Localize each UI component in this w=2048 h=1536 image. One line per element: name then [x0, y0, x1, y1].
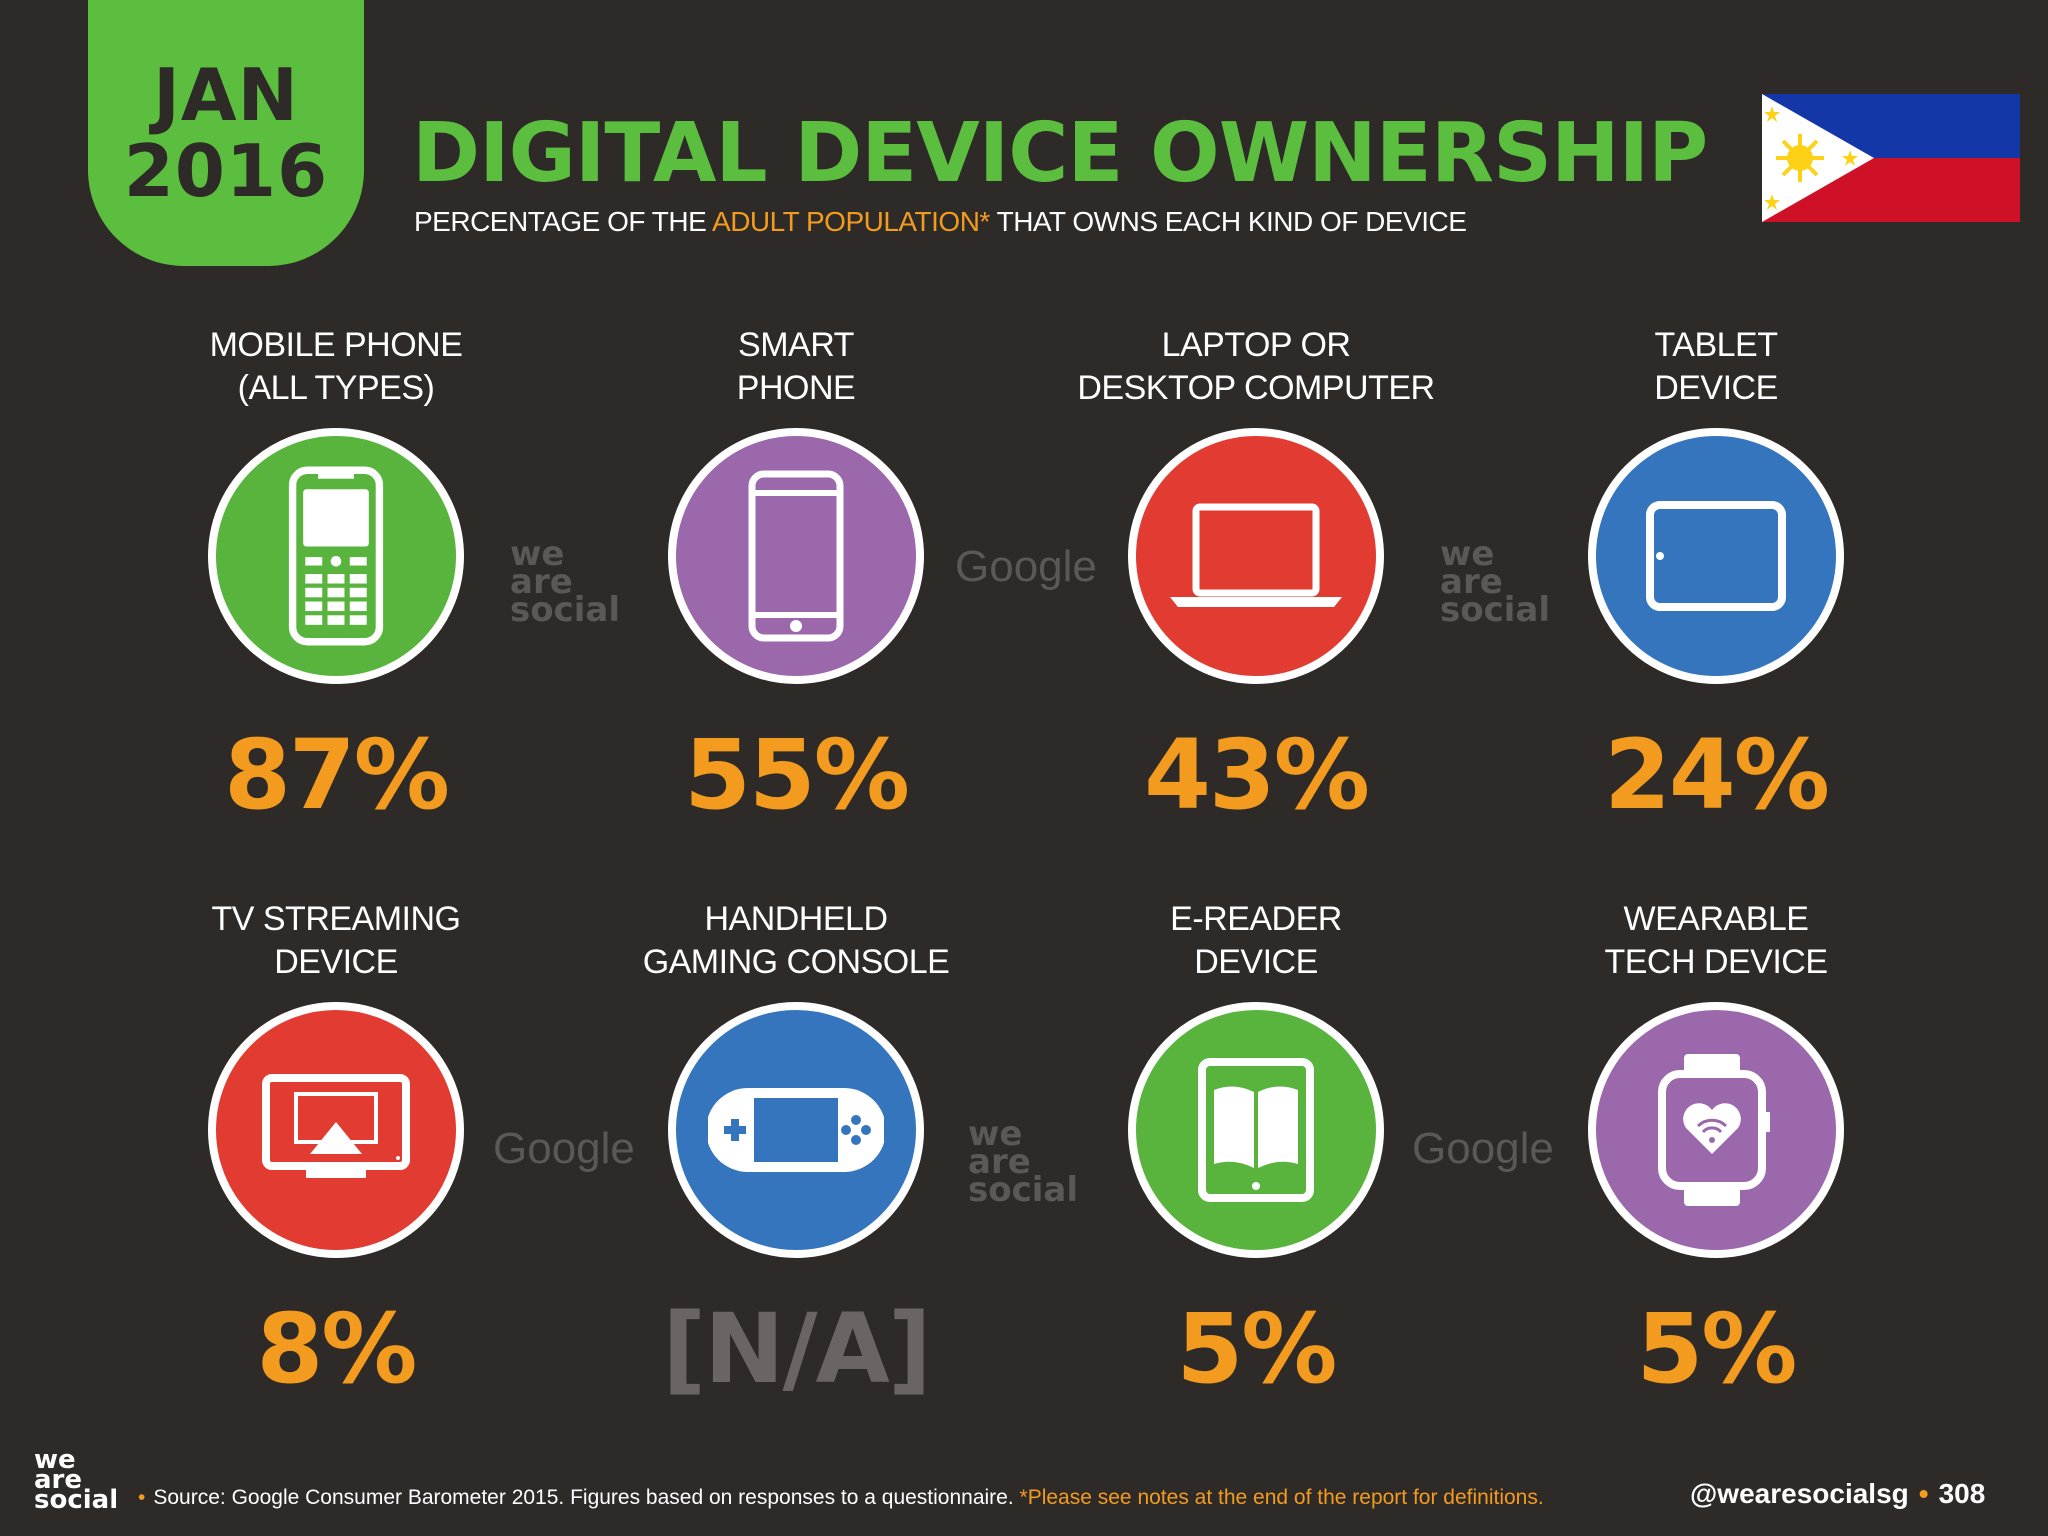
- device-circle: [668, 428, 924, 684]
- date-year: 2016: [123, 129, 329, 213]
- device-card-mobile-phone: MOBILE PHONE (ALL TYPES) 87%: [106, 324, 566, 884]
- device-circle: [208, 1002, 464, 1258]
- tablet-icon: [1646, 501, 1786, 611]
- device-value: 8%: [256, 1293, 418, 1405]
- google-watermark: Google: [955, 542, 1097, 591]
- source-text: Source: Google Consumer Barometer 2015. …: [153, 1486, 1020, 1509]
- google-watermark: Google: [1412, 1124, 1554, 1173]
- source-asterisk-note: *Please see notes at the end of the repo…: [1019, 1486, 1544, 1509]
- device-card-tv-streaming: TV STREAMING DEVICE 8%: [106, 898, 566, 1458]
- smartphone-icon: [748, 470, 844, 642]
- device-circle: [1128, 428, 1384, 684]
- page-number: 308: [1938, 1478, 1986, 1509]
- device-value: 43%: [1144, 719, 1370, 831]
- device-card-e-reader: E-READER DEVICE 5%: [1026, 898, 1486, 1458]
- date-month: JAN: [153, 53, 299, 137]
- wearesocial-watermark: we are social: [1440, 534, 1551, 630]
- device-circle: [668, 1002, 924, 1258]
- google-watermark: Google: [493, 1124, 635, 1173]
- e-reader-icon: [1198, 1058, 1314, 1202]
- source-note: • Source: Google Consumer Barometer 2015.…: [138, 1486, 1544, 1510]
- page-subtitle: PERCENTAGE OF THE ADULT POPULATION* THAT…: [414, 206, 1467, 238]
- device-value: 5%: [1636, 1293, 1798, 1405]
- device-label: E-READER DEVICE: [1170, 900, 1342, 981]
- device-label: MOBILE PHONE (ALL TYPES): [209, 326, 463, 407]
- device-card-smartphone: SMART PHONE 55%: [566, 324, 1026, 884]
- wearesocial-watermark: we are social: [968, 1114, 1079, 1210]
- social-handle: @wearesocialsg: [1690, 1478, 1909, 1509]
- subtitle-end: THAT OWNS EACH KIND OF DEVICE: [989, 206, 1467, 237]
- device-label: WEARABLE TECH DEVICE: [1604, 900, 1828, 981]
- device-label: HANDHELD GAMING CONSOLE: [642, 900, 950, 981]
- handle-bullet: •: [1918, 1478, 1929, 1509]
- subtitle-highlight: ADULT POPULATION*: [712, 206, 990, 237]
- device-circle: [208, 428, 464, 684]
- philippines-flag-icon: [1762, 94, 2020, 222]
- device-value: 55%: [684, 719, 910, 831]
- page-title: DIGITAL DEVICE OWNERSHIP: [412, 106, 1708, 201]
- date-badge: JAN 2016: [88, 0, 364, 266]
- tv-streaming-icon: [262, 1074, 410, 1178]
- device-circle: [1588, 428, 1844, 684]
- device-circle: [1128, 1002, 1384, 1258]
- device-card-tablet: TABLET DEVICE 24%: [1486, 324, 1946, 884]
- smartwatch-icon: [1658, 1054, 1770, 1206]
- device-label: LAPTOP OR DESKTOP COMPUTER: [1077, 326, 1435, 407]
- device-label: SMART PHONE: [736, 326, 856, 407]
- source-bullet: •: [138, 1486, 146, 1509]
- device-value: 5%: [1176, 1293, 1338, 1405]
- device-card-gaming-console: HANDHELD GAMING CONSOLE [N/A]: [566, 898, 1026, 1458]
- wearesocial-watermark: we are social: [510, 534, 621, 630]
- device-value: 87%: [224, 719, 450, 831]
- device-label: TV STREAMING DEVICE: [211, 900, 461, 981]
- wearesocial-logo: we are social: [34, 1445, 119, 1515]
- laptop-icon: [1170, 503, 1342, 607]
- device-circle: [1588, 1002, 1844, 1258]
- mobile-phone-icon: [288, 466, 384, 646]
- footer-handle: @wearesocialsg • 308: [1690, 1478, 1985, 1510]
- device-label: TABLET DEVICE: [1654, 326, 1778, 407]
- device-card-wearable: WEARABLE TECH DEVICE 5%: [1486, 898, 1946, 1458]
- device-value: 24%: [1604, 719, 1830, 831]
- device-value: [N/A]: [662, 1293, 931, 1405]
- subtitle-start: PERCENTAGE OF THE: [414, 206, 713, 237]
- device-card-laptop: LAPTOP OR DESKTOP COMPUTER 43%: [1026, 324, 1486, 884]
- gaming-console-icon: [708, 1088, 884, 1172]
